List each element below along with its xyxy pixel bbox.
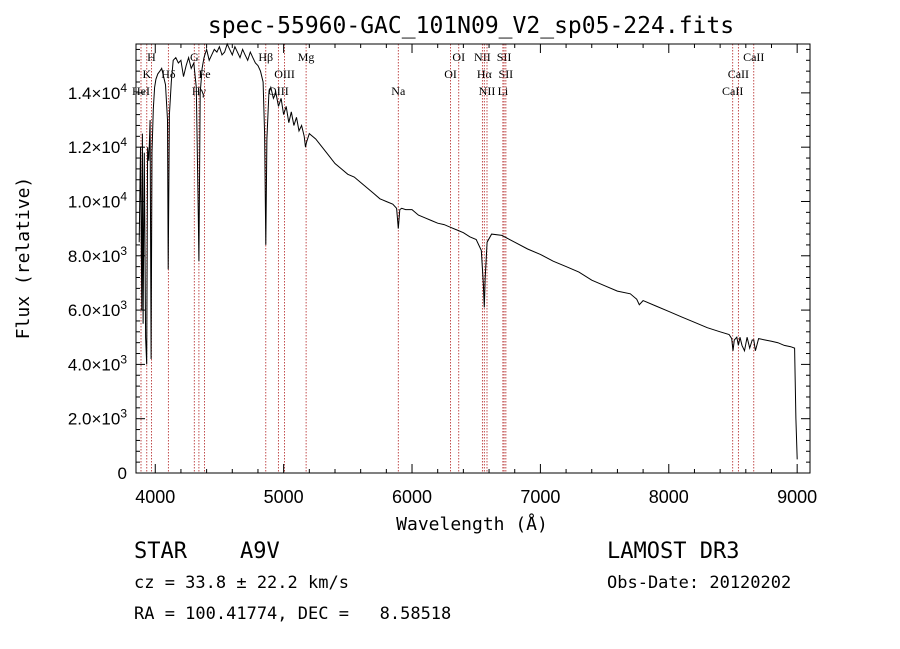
y-tick-label: 6.0×103 bbox=[68, 298, 127, 320]
x-tick-label: 6000 bbox=[392, 487, 432, 507]
x-axis-label: Wavelength (Å) bbox=[396, 513, 548, 535]
x-tick-label: 4000 bbox=[135, 487, 175, 507]
y-tick-label: 8.0×103 bbox=[68, 244, 127, 266]
x-tick-label: 9000 bbox=[777, 487, 817, 507]
y-tick-label: 1.0×104 bbox=[68, 189, 127, 211]
marker-label: Li bbox=[498, 84, 509, 98]
y-tick-label: 1.2×104 bbox=[68, 135, 127, 157]
y-tick-label: 1.4×104 bbox=[68, 81, 127, 103]
marker-label: Fe bbox=[199, 67, 211, 81]
survey-name: LAMOST DR3 bbox=[607, 539, 740, 564]
cz-value: cz = 33.8 ± 22.2 km/s bbox=[134, 573, 349, 593]
marker-label: Hβ bbox=[258, 50, 273, 64]
x-axis: 4000 5000 6000 7000 8000 9000 bbox=[135, 44, 817, 507]
marker-label: CaII bbox=[722, 84, 743, 98]
obs-date: Obs-Date: 20120202 bbox=[607, 573, 792, 593]
marker-label: K bbox=[142, 67, 151, 81]
marker-label: NII bbox=[474, 50, 491, 64]
marker-label: HeI bbox=[132, 84, 150, 98]
coordinates: RA = 100.41774, DEC = 8.58518 bbox=[134, 604, 452, 624]
marker-label: OI bbox=[452, 50, 465, 64]
x-tick-label: 5000 bbox=[264, 487, 304, 507]
object-type: STAR bbox=[134, 539, 187, 564]
y-axis-label: Flux (relative) bbox=[13, 177, 34, 340]
y-tick-label: 4.0×103 bbox=[68, 352, 127, 374]
marker-label: CaII bbox=[743, 50, 764, 64]
plot-frame bbox=[135, 43, 811, 474]
spectral-subclass: A9V bbox=[240, 539, 280, 564]
marker-label: CaII bbox=[728, 67, 749, 81]
marker-label: Mg bbox=[298, 50, 315, 64]
marker-label: OIII bbox=[268, 84, 289, 98]
y-tick-label: 2.0×103 bbox=[68, 407, 127, 429]
marker-label: G bbox=[190, 50, 199, 64]
x-tick-label: 7000 bbox=[520, 487, 560, 507]
marker-label: NII bbox=[479, 84, 496, 98]
spectrum-line bbox=[138, 42, 798, 460]
y-axis: 0 2.0×103 4.0×103 6.0×103 8.0×103 1.0×104 1.2×… bbox=[68, 48, 810, 483]
marker-label: Na bbox=[391, 84, 406, 98]
chart-title: spec-55960-GAC_101N09_V2_sp05-224.fits bbox=[208, 13, 734, 39]
marker-label: H bbox=[147, 50, 156, 64]
marker-label: Hγ bbox=[192, 84, 207, 98]
marker-label: OIII bbox=[274, 67, 295, 81]
marker-label: OI bbox=[444, 67, 457, 81]
y-tick-label: 0 bbox=[118, 464, 127, 483]
marker-label: Hα bbox=[477, 67, 493, 81]
marker-label: SII bbox=[499, 67, 514, 81]
marker-label: SII bbox=[497, 50, 512, 64]
x-tick-label: 8000 bbox=[649, 487, 689, 507]
